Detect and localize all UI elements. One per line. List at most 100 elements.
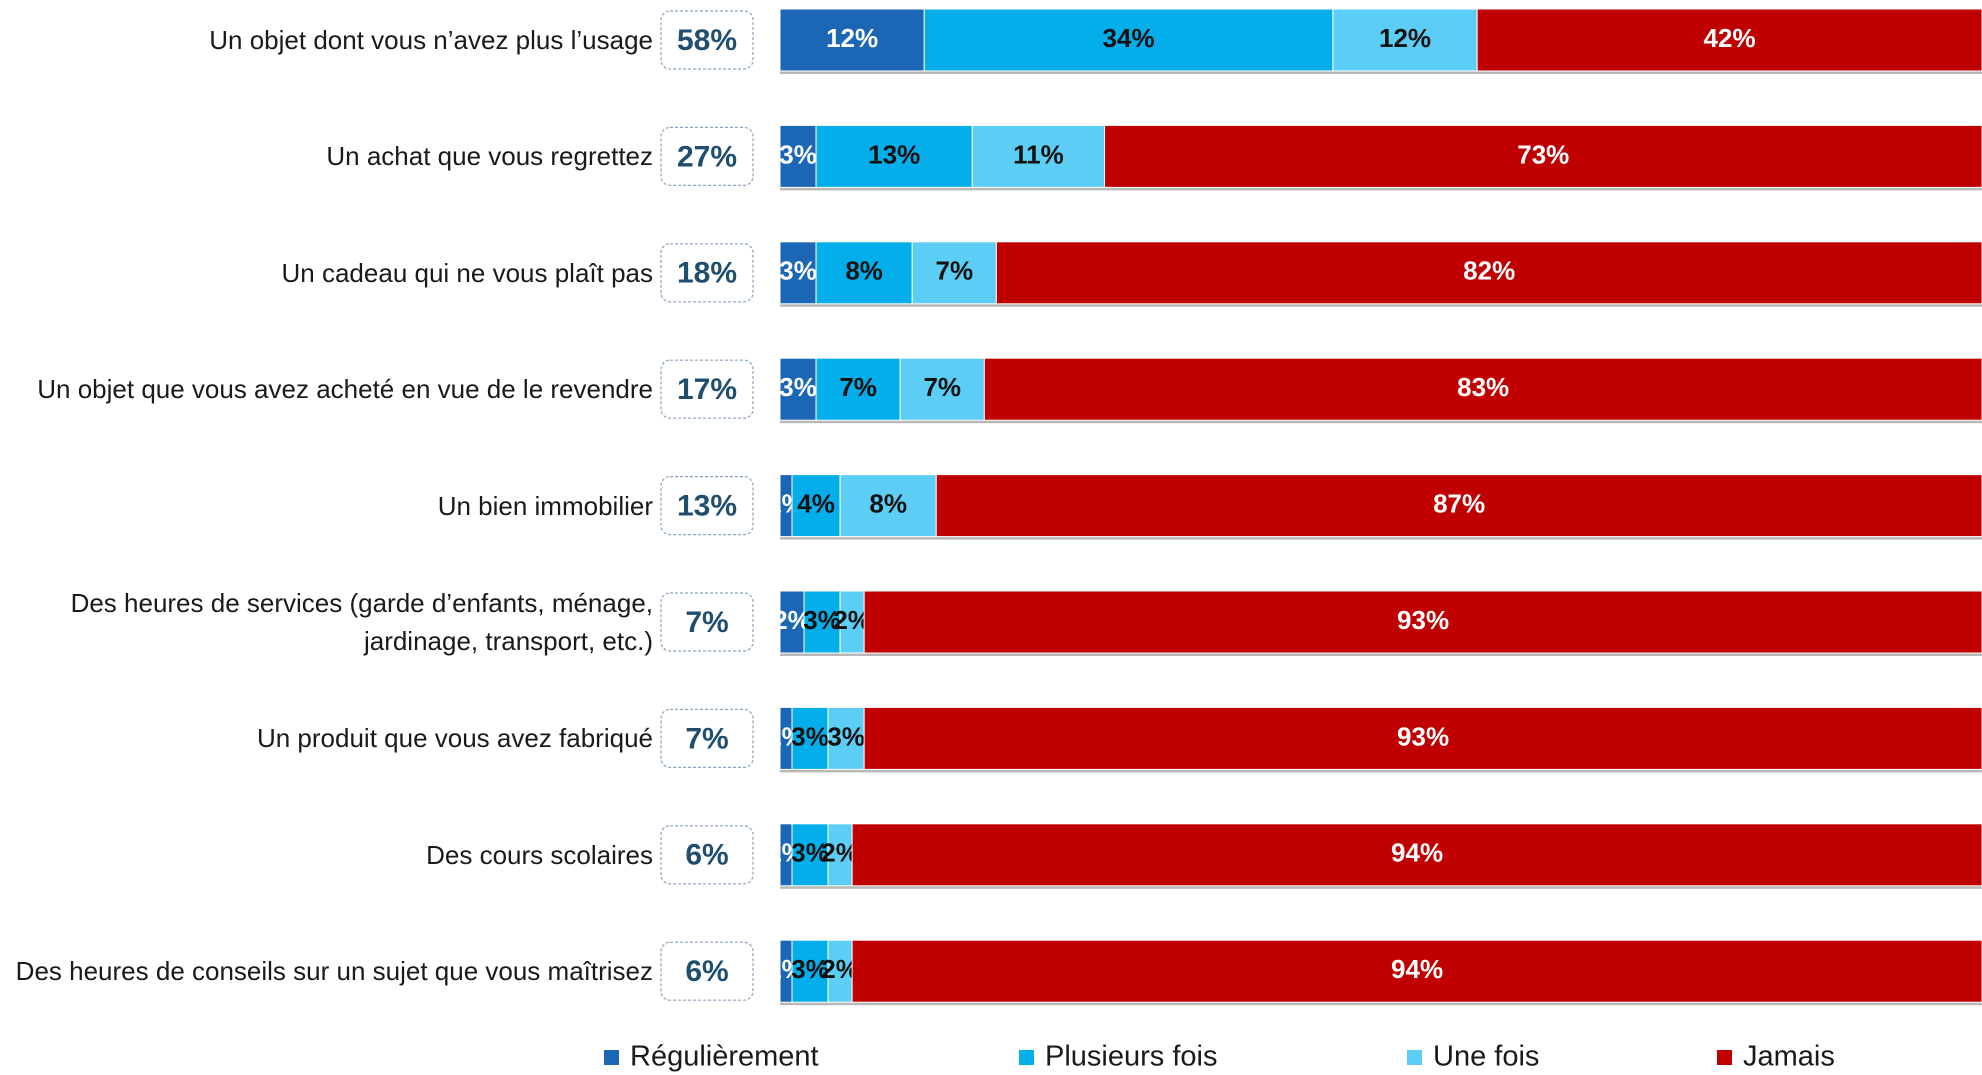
value-label: 93% bbox=[1397, 721, 1449, 751]
total-box bbox=[660, 592, 754, 652]
value-label: 13% bbox=[868, 139, 920, 169]
value-label: 34% bbox=[1103, 23, 1155, 53]
bar-segment bbox=[1104, 124, 1982, 188]
total-label: 6% bbox=[685, 839, 728, 872]
bar-segment bbox=[815, 357, 901, 421]
bar-segment bbox=[1332, 8, 1478, 72]
value-label: 7% bbox=[839, 372, 877, 402]
total-box bbox=[660, 126, 754, 187]
bar-segment bbox=[911, 241, 997, 305]
bar-shadow bbox=[780, 1002, 1982, 1006]
bar-segment bbox=[779, 357, 817, 421]
value-label: 73% bbox=[1517, 139, 1569, 169]
bar-segment bbox=[779, 241, 817, 305]
total-label: 17% bbox=[677, 373, 737, 406]
category-label: Un achat que vous regrettez bbox=[326, 141, 653, 172]
bar-segment bbox=[779, 124, 817, 188]
category-label: Des heures de services (garde d’enfants,… bbox=[70, 588, 653, 656]
value-label: 94% bbox=[1391, 838, 1443, 868]
bar-segment bbox=[863, 590, 1982, 654]
total-label: 27% bbox=[677, 140, 737, 173]
value-label: 4% bbox=[797, 488, 835, 518]
value-label: 12% bbox=[1379, 23, 1431, 53]
bar-segment bbox=[827, 823, 853, 887]
bar-shadow bbox=[780, 769, 1982, 773]
bar-segment bbox=[863, 706, 1982, 770]
value-label: 82% bbox=[1463, 256, 1515, 286]
category-label: Un produit que vous avez fabriqué bbox=[256, 723, 653, 754]
value-label: 3% bbox=[779, 372, 817, 402]
value-label: 8% bbox=[845, 256, 883, 286]
bar-segment bbox=[935, 474, 1982, 538]
bar-segment bbox=[779, 8, 925, 72]
bar-segment bbox=[815, 241, 913, 305]
bar-segment bbox=[839, 474, 937, 538]
total-box bbox=[660, 941, 754, 1001]
bar-shadow bbox=[780, 885, 1982, 889]
legend-label: Jamais bbox=[1743, 1041, 1835, 1073]
value-label: 3% bbox=[779, 256, 817, 286]
bar-segment bbox=[827, 939, 853, 1003]
value-label: 42% bbox=[1704, 23, 1756, 53]
bar-segment bbox=[971, 124, 1106, 188]
value-label: 3% bbox=[803, 605, 841, 635]
bar-shadow bbox=[780, 536, 1982, 540]
category-label: Des heures de conseils sur un sujet que … bbox=[15, 956, 653, 987]
value-label: 7% bbox=[923, 372, 961, 402]
total-label: 7% bbox=[685, 606, 728, 639]
legend-swatch bbox=[1407, 1050, 1422, 1065]
legend-swatch bbox=[604, 1050, 619, 1065]
bar-segment bbox=[791, 474, 841, 538]
category-label: Un cadeau qui ne vous plaît pas bbox=[281, 257, 653, 288]
bar-segment bbox=[827, 706, 865, 770]
value-label: 83% bbox=[1457, 372, 1509, 402]
bar-segment bbox=[791, 823, 829, 887]
bar-segment bbox=[923, 8, 1334, 72]
value-label: 7% bbox=[936, 256, 974, 286]
bar-segment bbox=[803, 590, 841, 654]
legend-label: Plusieurs fois bbox=[1045, 1041, 1217, 1073]
total-box bbox=[660, 359, 754, 419]
total-label: 7% bbox=[685, 722, 728, 755]
value-label: 3% bbox=[779, 139, 817, 169]
bar-shadow bbox=[780, 187, 1982, 191]
bar-segment bbox=[1476, 8, 1982, 72]
value-label: 3% bbox=[791, 838, 829, 868]
bar-segment bbox=[995, 241, 1982, 305]
bar-segment bbox=[791, 939, 829, 1003]
value-label: 93% bbox=[1397, 605, 1449, 635]
bar-segment bbox=[815, 124, 973, 188]
bar-shadow bbox=[780, 303, 1982, 307]
bar-segment bbox=[983, 357, 1982, 421]
bar-segment bbox=[851, 823, 1982, 887]
value-label: 87% bbox=[1433, 488, 1485, 518]
total-box bbox=[660, 708, 754, 769]
value-label: 3% bbox=[791, 954, 829, 984]
value-label: 8% bbox=[869, 488, 907, 518]
total-label: 6% bbox=[685, 955, 728, 988]
total-label: 18% bbox=[677, 257, 737, 290]
value-label: 3% bbox=[791, 721, 829, 751]
legend-label: Régulièrement bbox=[630, 1041, 819, 1073]
value-label: 12% bbox=[826, 23, 878, 53]
legend-swatch bbox=[1019, 1050, 1034, 1065]
bar-segment bbox=[779, 590, 805, 654]
value-label: 3% bbox=[827, 721, 865, 751]
bar-segment bbox=[791, 706, 829, 770]
total-box bbox=[660, 825, 754, 885]
total-box bbox=[660, 243, 754, 303]
value-label: 11% bbox=[1013, 139, 1064, 169]
category-label: Des cours scolaires bbox=[426, 839, 653, 870]
bar-shadow bbox=[780, 420, 1982, 424]
total-box bbox=[660, 476, 754, 536]
bar-segment bbox=[851, 939, 1982, 1003]
bar-shadow bbox=[780, 71, 1982, 74]
value-label: 94% bbox=[1391, 954, 1443, 984]
category-label: Un objet que vous avez acheté en vue de … bbox=[37, 374, 653, 405]
category-label: Un bien immobilier bbox=[437, 490, 653, 521]
total-label: 13% bbox=[677, 490, 737, 523]
legend-swatch bbox=[1717, 1050, 1732, 1065]
category-label: Un objet dont vous n’avez plus l’usage bbox=[209, 25, 653, 55]
legend-label: Une fois bbox=[1433, 1041, 1539, 1073]
